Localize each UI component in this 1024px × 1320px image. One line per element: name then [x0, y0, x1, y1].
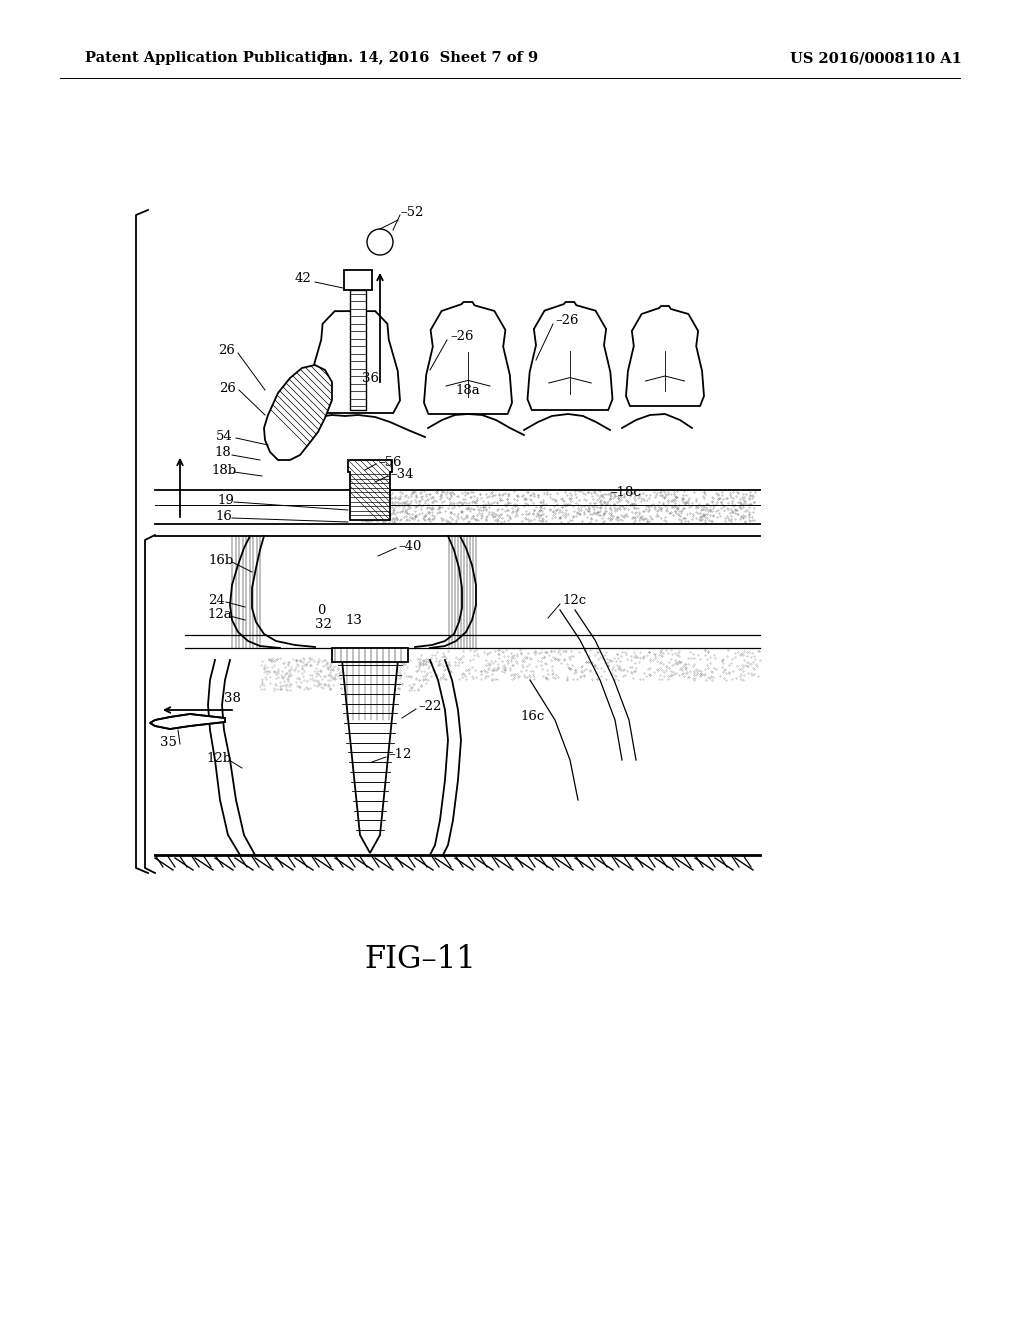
Text: US 2016/0008110 A1: US 2016/0008110 A1 — [790, 51, 962, 65]
Text: 12a: 12a — [207, 607, 231, 620]
Text: Jan. 14, 2016  Sheet 7 of 9: Jan. 14, 2016 Sheet 7 of 9 — [322, 51, 539, 65]
Text: 12c: 12c — [562, 594, 586, 606]
Polygon shape — [344, 271, 372, 290]
Text: 26: 26 — [218, 343, 234, 356]
Polygon shape — [150, 714, 225, 729]
Text: –22: –22 — [418, 700, 441, 713]
Text: 35: 35 — [160, 735, 177, 748]
Text: –12: –12 — [388, 747, 412, 760]
Polygon shape — [332, 648, 408, 663]
Text: 16: 16 — [215, 510, 231, 523]
Text: –26: –26 — [555, 314, 579, 326]
Polygon shape — [264, 366, 332, 459]
Text: –56: –56 — [378, 455, 401, 469]
Text: 19: 19 — [217, 494, 233, 507]
Text: 38: 38 — [224, 692, 241, 705]
Polygon shape — [350, 290, 366, 411]
Text: –40: –40 — [398, 540, 421, 553]
Text: 36: 36 — [362, 371, 379, 384]
Text: 18: 18 — [214, 446, 230, 459]
Text: Patent Application Publication: Patent Application Publication — [85, 51, 337, 65]
Text: 12b: 12b — [206, 751, 231, 764]
Text: 13: 13 — [345, 614, 361, 627]
Text: 16b: 16b — [208, 553, 233, 566]
Text: –34: –34 — [390, 467, 414, 480]
Text: 54: 54 — [216, 429, 232, 442]
Text: –52: –52 — [400, 206, 423, 219]
Text: 32: 32 — [315, 618, 332, 631]
Text: 18b: 18b — [211, 463, 237, 477]
Text: –18c: –18c — [610, 486, 641, 499]
Polygon shape — [424, 302, 512, 414]
Text: –26: –26 — [450, 330, 473, 342]
Polygon shape — [626, 306, 705, 407]
Text: 26: 26 — [219, 381, 236, 395]
Text: 24: 24 — [208, 594, 224, 606]
Polygon shape — [310, 312, 400, 413]
Text: FIG–11: FIG–11 — [365, 945, 476, 975]
Polygon shape — [527, 302, 612, 411]
Polygon shape — [342, 660, 398, 853]
Polygon shape — [348, 459, 392, 520]
Text: 16c: 16c — [520, 710, 544, 722]
Text: 18a: 18a — [455, 384, 480, 396]
Text: 0: 0 — [317, 603, 326, 616]
Text: 42: 42 — [295, 272, 311, 285]
